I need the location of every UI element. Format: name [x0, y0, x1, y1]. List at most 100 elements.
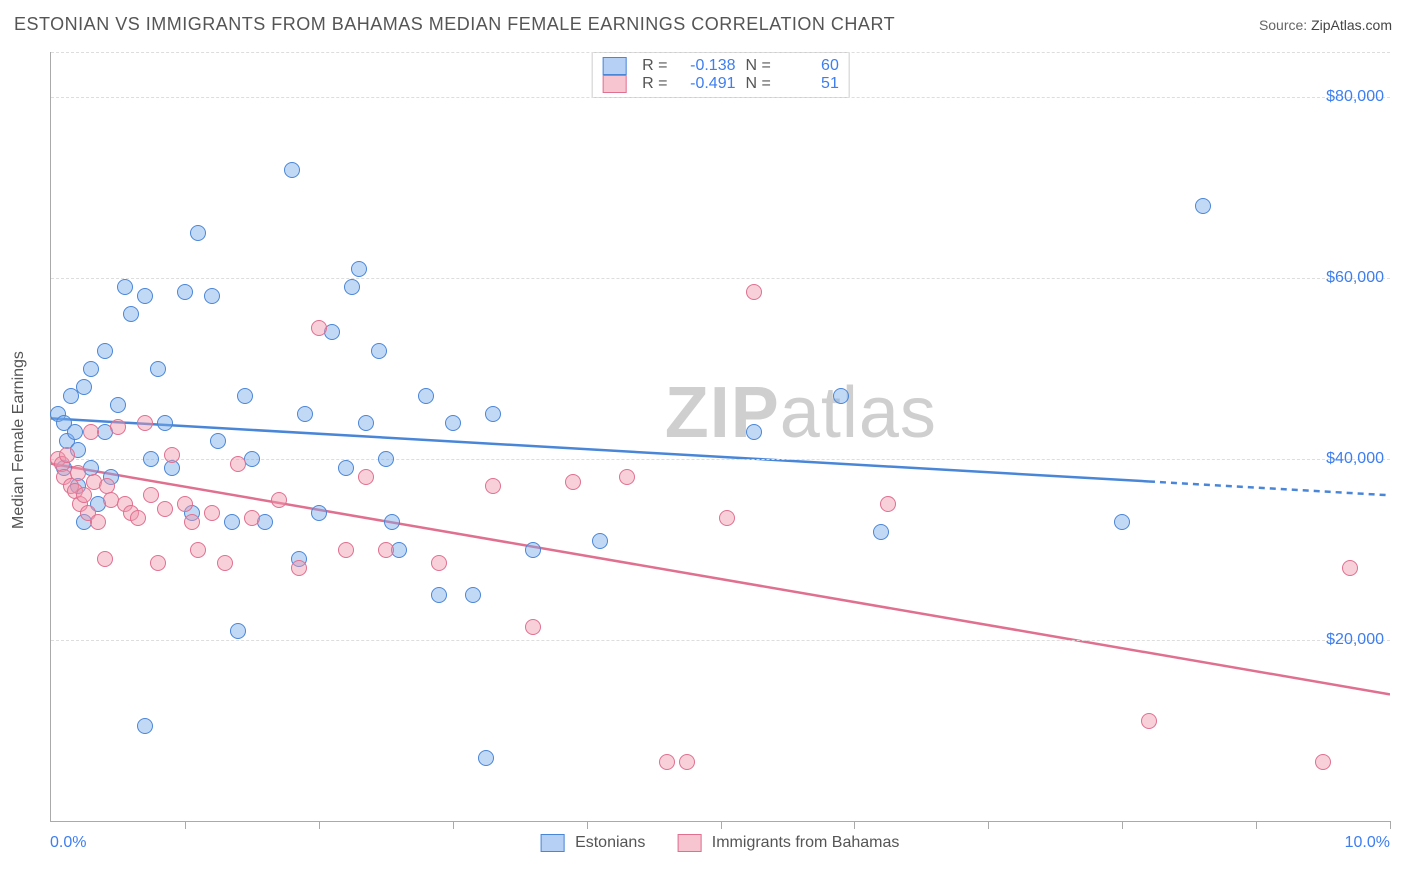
data-point: [67, 424, 83, 440]
data-point: [76, 487, 92, 503]
stats-N-label: N =: [746, 75, 771, 93]
data-point: [297, 406, 313, 422]
chart-title: ESTONIAN VS IMMIGRANTS FROM BAHAMAS MEDI…: [14, 14, 895, 35]
data-point: [418, 388, 434, 404]
x-tick: [319, 821, 320, 829]
legend-label-pink: Immigrants from Bahamas: [712, 834, 900, 851]
data-point: [143, 487, 159, 503]
legend-item-blue: Estonians: [541, 834, 646, 852]
legend-item-pink: Immigrants from Bahamas: [677, 834, 899, 852]
data-point: [445, 415, 461, 431]
source-site: ZipAtlas.com: [1311, 17, 1392, 33]
data-point: [619, 469, 635, 485]
data-point: [478, 750, 494, 766]
data-point: [76, 379, 92, 395]
y-tick-label: $40,000: [1326, 450, 1384, 468]
data-point: [90, 514, 106, 530]
data-point: [190, 542, 206, 558]
data-point: [284, 162, 300, 178]
source-label: Source: ZipAtlas.com: [1259, 17, 1392, 33]
data-point: [217, 555, 233, 571]
data-point: [592, 533, 608, 549]
data-point: [143, 451, 159, 467]
data-point: [880, 496, 896, 512]
data-point: [384, 514, 400, 530]
chip-pink-icon: [677, 834, 701, 852]
data-point: [204, 288, 220, 304]
data-point: [271, 492, 287, 508]
data-point: [70, 465, 86, 481]
stats-R-blue: -0.138: [678, 57, 736, 75]
x-label-max: 10.0%: [1345, 834, 1390, 852]
data-point: [719, 510, 735, 526]
x-tick: [988, 821, 989, 829]
stats-R-label: R =: [642, 75, 667, 93]
data-point: [525, 542, 541, 558]
data-point: [431, 555, 447, 571]
chip-blue-icon: [541, 834, 565, 852]
data-point: [311, 320, 327, 336]
data-point: [184, 514, 200, 530]
data-point: [746, 424, 762, 440]
data-point: [150, 555, 166, 571]
x-tick: [185, 821, 186, 829]
data-point: [224, 514, 240, 530]
data-point: [485, 478, 501, 494]
x-tick: [1122, 821, 1123, 829]
x-tick: [854, 821, 855, 829]
data-point: [873, 524, 889, 540]
data-point: [130, 510, 146, 526]
data-point: [679, 754, 695, 770]
data-point: [117, 279, 133, 295]
data-point: [150, 361, 166, 377]
chip-blue-icon: [602, 57, 626, 75]
stats-legend-box: R = -0.138 N = 60 R = -0.491 N = 51: [591, 52, 850, 98]
data-point: [338, 460, 354, 476]
y-tick-label: $20,000: [1326, 631, 1384, 649]
data-point: [230, 623, 246, 639]
data-point: [210, 433, 226, 449]
data-point: [164, 447, 180, 463]
x-tick: [1390, 821, 1391, 829]
data-point: [351, 261, 367, 277]
data-point: [659, 754, 675, 770]
stats-N-blue: 60: [781, 57, 839, 75]
data-point: [371, 343, 387, 359]
header: ESTONIAN VS IMMIGRANTS FROM BAHAMAS MEDI…: [14, 14, 1392, 35]
data-point: [338, 542, 354, 558]
gridline: [51, 640, 1390, 641]
data-point: [204, 505, 220, 521]
data-point: [110, 397, 126, 413]
data-point: [59, 447, 75, 463]
data-point: [344, 279, 360, 295]
data-point: [1141, 713, 1157, 729]
data-point: [358, 469, 374, 485]
data-point: [244, 510, 260, 526]
data-point: [485, 406, 501, 422]
stats-N-label: N =: [746, 57, 771, 75]
data-point: [137, 288, 153, 304]
plot-area: ZIPatlas R = -0.138 N = 60 R = -0.491 N …: [50, 52, 1390, 822]
x-tick: [721, 821, 722, 829]
data-point: [358, 415, 374, 431]
data-point: [110, 419, 126, 435]
stats-N-pink: 51: [781, 75, 839, 93]
data-point: [157, 415, 173, 431]
data-point: [311, 505, 327, 521]
data-point: [97, 551, 113, 567]
data-point: [1195, 198, 1211, 214]
watermark-rest: atlas: [780, 373, 937, 453]
legend-label-blue: Estonians: [575, 834, 645, 851]
y-tick-label: $60,000: [1326, 269, 1384, 287]
data-point: [177, 284, 193, 300]
stats-R-pink: -0.491: [678, 75, 736, 93]
gridline: [51, 97, 1390, 98]
data-point: [525, 619, 541, 635]
data-point: [833, 388, 849, 404]
data-point: [565, 474, 581, 490]
data-point: [177, 496, 193, 512]
data-point: [378, 451, 394, 467]
data-point: [123, 306, 139, 322]
x-axis-labels: 0.0% Estonians Immigrants from Bahamas 1…: [50, 834, 1390, 864]
y-tick-label: $80,000: [1326, 88, 1384, 106]
